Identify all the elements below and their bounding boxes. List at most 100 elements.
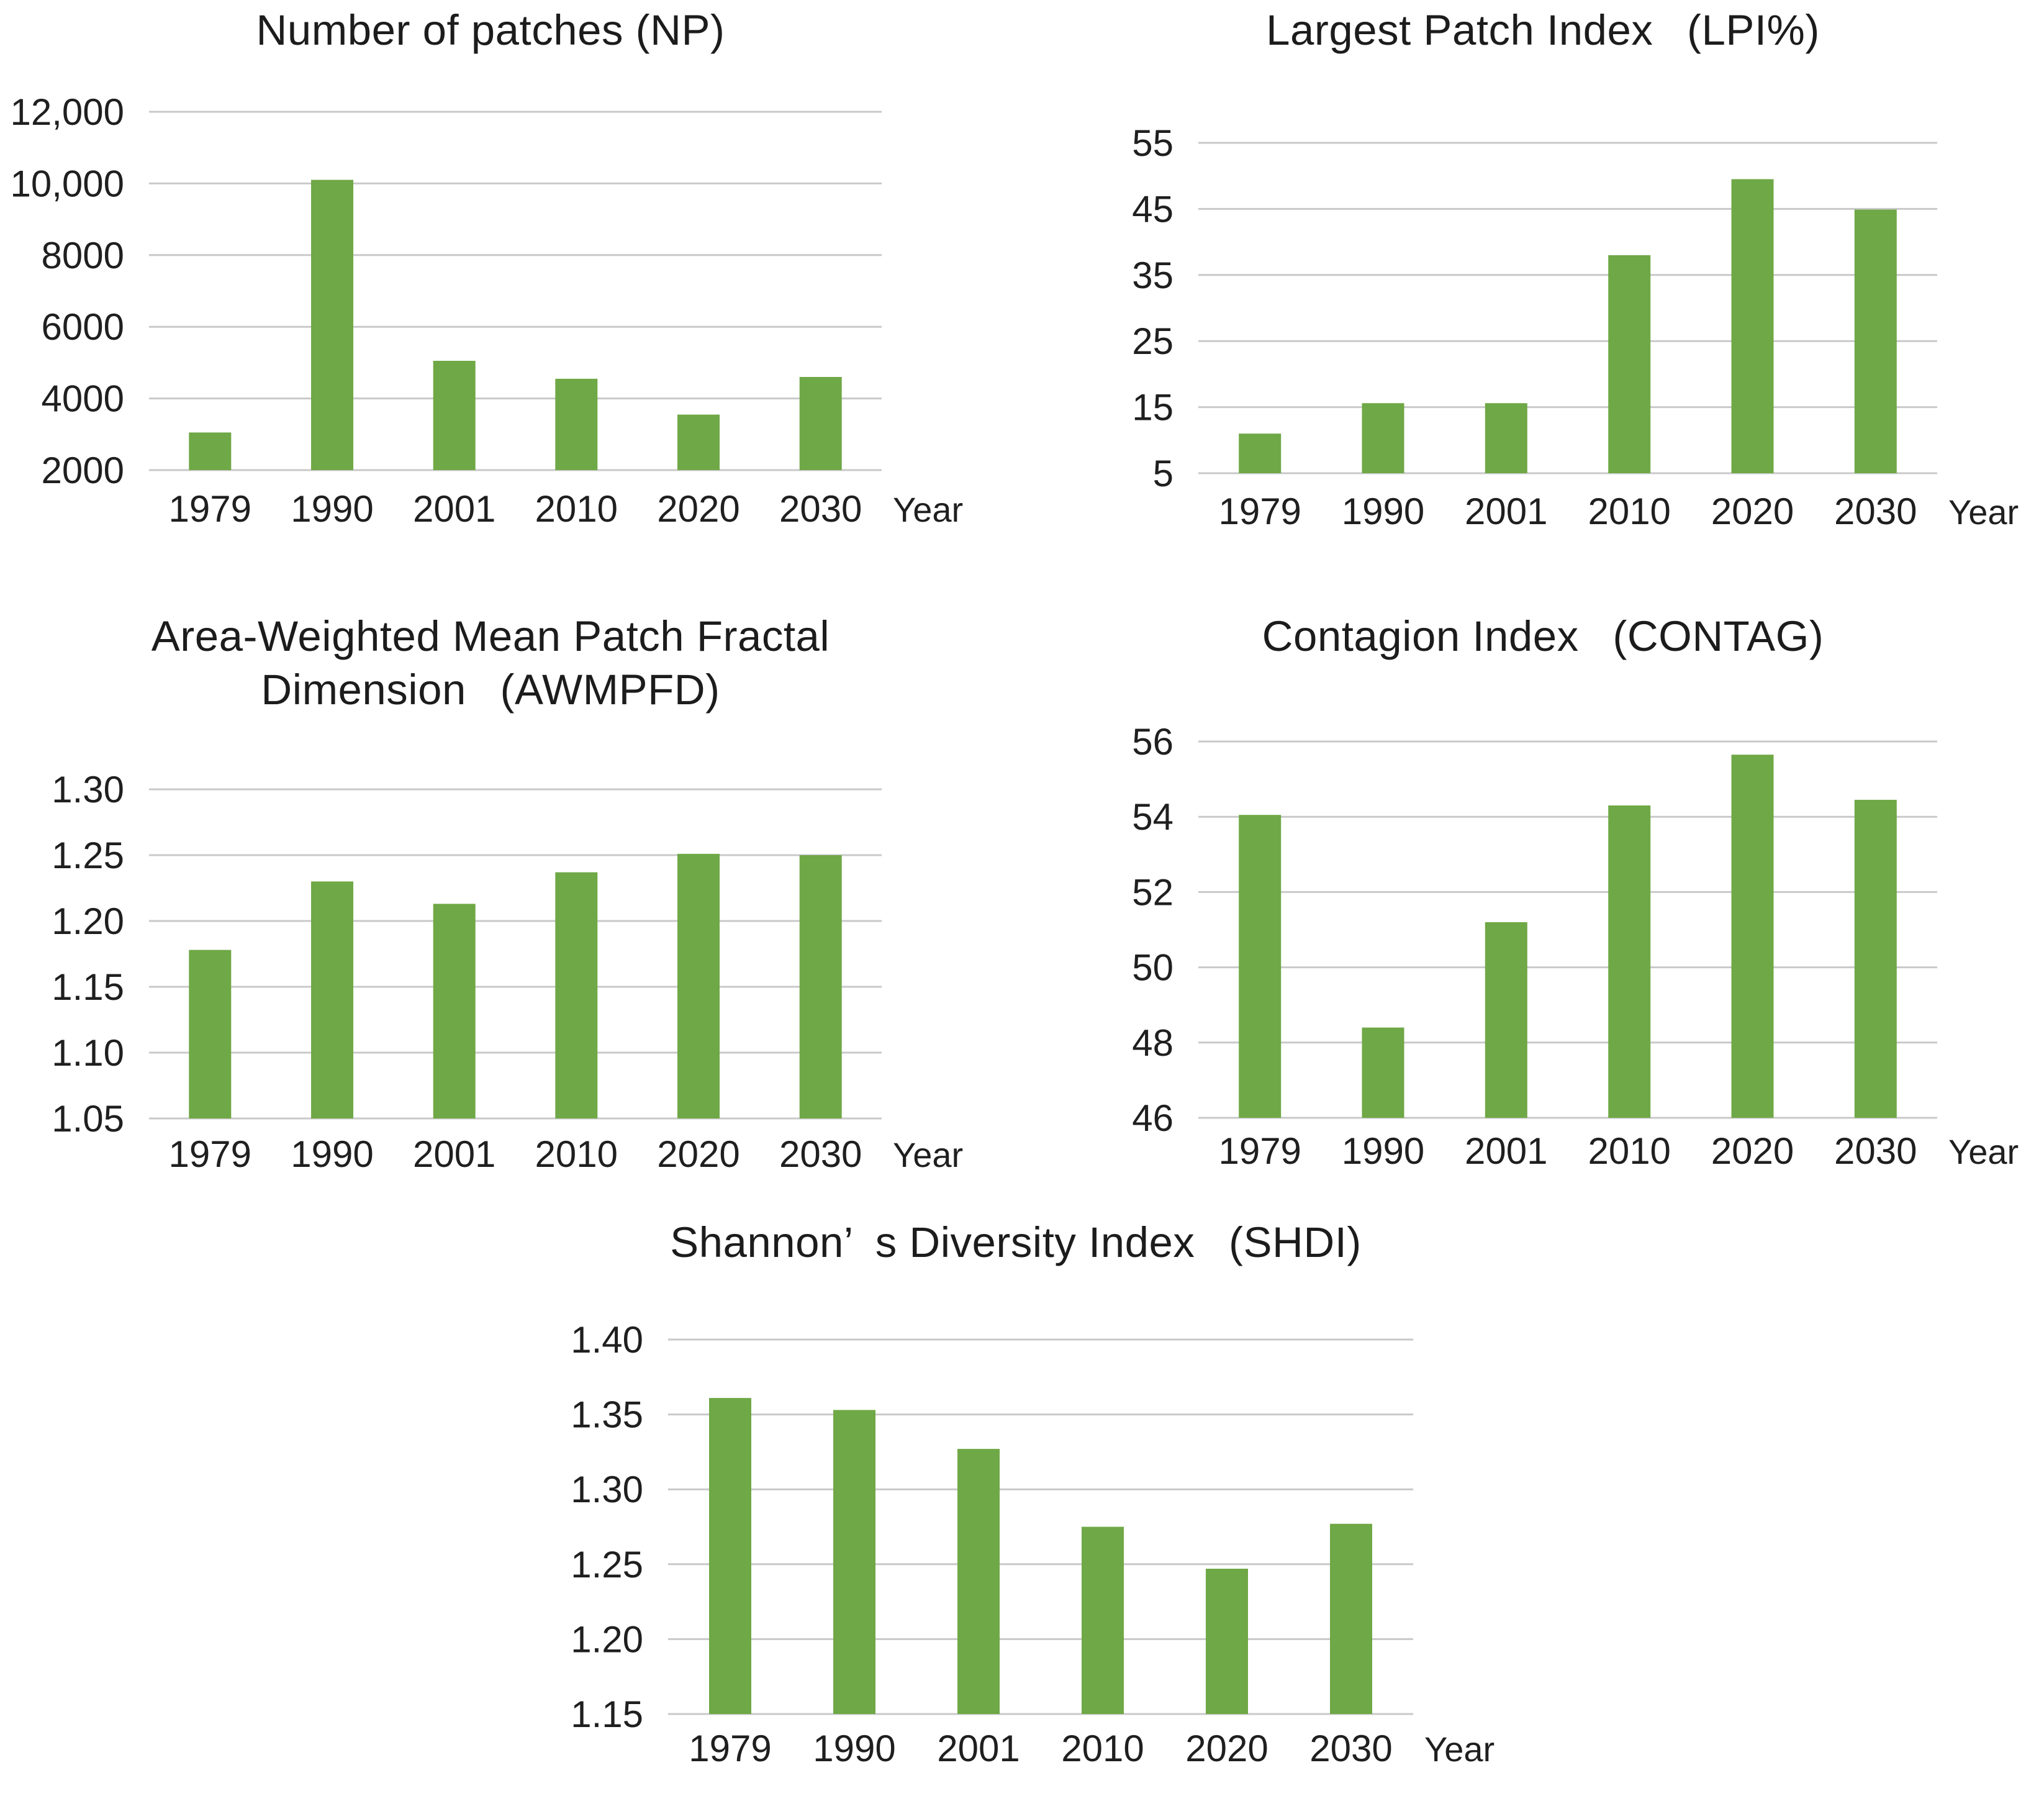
x-tick-label: 2020 xyxy=(1711,491,1794,532)
x-tick-label: 1990 xyxy=(291,488,373,530)
x-tick-label: 2001 xyxy=(937,1728,1020,1769)
contag-chart: Contagion Index (CONTAG) 46 48 50 52 54 56 197… xyxy=(1056,610,2030,1169)
bar xyxy=(1731,754,1774,1118)
x-tick-label: 2001 xyxy=(413,488,495,530)
bar xyxy=(677,853,720,1119)
x-tick-label: 1990 xyxy=(1342,491,1424,532)
x-tick-label: 1990 xyxy=(813,1728,895,1769)
y-tick-label: 5 xyxy=(1153,453,1173,494)
awmpfd-chart-title: Area-Weighted Mean Patch Fractal Dimensi… xyxy=(151,612,830,714)
y-tick-label: 1.30 xyxy=(571,1469,643,1510)
np-chart-title: Number of patches (NP) xyxy=(256,6,725,54)
x-tick-label: 2001 xyxy=(1465,1130,1547,1169)
bar xyxy=(1854,799,1897,1118)
y-tick-label: 35 xyxy=(1132,254,1173,296)
x-axis-unit-label: Year xyxy=(893,490,963,529)
awmpfd-chart-plot: 1.05 1.10 1.15 1.20 1.25 1.30 1979 1990 2001 2010… xyxy=(52,769,963,1169)
y-tick-label: 12,000 xyxy=(10,91,124,133)
bar xyxy=(1731,179,1774,473)
x-tick-label: 1990 xyxy=(291,1133,373,1169)
y-tick-label: 8000 xyxy=(42,234,124,276)
bar xyxy=(1485,402,1527,473)
x-tick-label: 2030 xyxy=(779,488,862,530)
bar xyxy=(1330,1523,1372,1714)
y-tick-label: 52 xyxy=(1132,871,1173,913)
bar xyxy=(677,414,720,470)
bar xyxy=(433,904,476,1119)
bar xyxy=(189,432,232,470)
y-tick-label: 48 xyxy=(1132,1022,1173,1063)
np-chart-plot: 2000 4000 6000 8000 10,000 12,000 1979 1990 2001… xyxy=(10,91,963,530)
x-tick-label: 1979 xyxy=(169,1133,251,1169)
x-tick-label: 2010 xyxy=(1588,1130,1670,1169)
x-tick-label: 2010 xyxy=(535,488,618,530)
bar xyxy=(555,378,598,470)
x-tick-label: 2030 xyxy=(1834,1130,1917,1169)
bar xyxy=(957,1448,1000,1714)
y-tick-label: 1.25 xyxy=(571,1543,643,1585)
bar xyxy=(189,950,232,1119)
x-tick-label: 1979 xyxy=(1218,1130,1301,1169)
x-tick-label: 2020 xyxy=(1711,1130,1794,1169)
y-tick-label: 1.10 xyxy=(52,1032,124,1074)
y-tick-label: 1.25 xyxy=(52,835,124,876)
bar xyxy=(709,1397,751,1714)
y-tick-label: 15 xyxy=(1132,386,1173,428)
bar xyxy=(1485,922,1527,1118)
shdi-chart-title: Shannon’ s Diversity Index (SHDI) xyxy=(670,1218,1362,1266)
bar xyxy=(833,1409,875,1714)
bar xyxy=(1608,805,1651,1118)
np-chart: Number of patches (NP) 2000 4000 6000 8000 1… xyxy=(6,4,975,554)
y-tick-label: 1.35 xyxy=(571,1394,643,1435)
y-tick-label: 25 xyxy=(1132,320,1173,362)
x-tick-label: 2010 xyxy=(535,1133,618,1169)
x-tick-label: 2020 xyxy=(657,488,739,530)
y-tick-label: 46 xyxy=(1132,1097,1173,1139)
x-axis-unit-label: Year xyxy=(1424,1730,1495,1769)
bar xyxy=(799,376,842,470)
bar xyxy=(1362,1027,1404,1118)
shdi-chart-plot: 1.15 1.20 1.25 1.30 1.35 1.40 1979 1990 2001 2010… xyxy=(571,1319,1495,1769)
bar xyxy=(799,855,842,1119)
x-axis-unit-label: Year xyxy=(1948,492,2019,532)
x-tick-label: 1979 xyxy=(1218,491,1301,532)
x-tick-label: 2001 xyxy=(413,1133,495,1169)
y-tick-label: 45 xyxy=(1132,188,1173,230)
y-tick-label: 56 xyxy=(1132,721,1173,763)
shdi-chart: Shannon’ s Diversity Index (SHDI) 1.15 1.… xyxy=(525,1216,1506,1785)
x-tick-label: 2010 xyxy=(1061,1728,1144,1769)
contag-chart-title: Contagion Index (CONTAG) xyxy=(1262,612,1824,660)
y-tick-label: 4000 xyxy=(42,378,124,419)
x-tick-label: 2030 xyxy=(1834,491,1917,532)
y-tick-label: 1.20 xyxy=(571,1618,643,1660)
bar xyxy=(311,179,353,470)
y-tick-label: 1.05 xyxy=(52,1098,124,1140)
y-tick-label: 55 xyxy=(1132,122,1173,164)
y-tick-label: 1.15 xyxy=(571,1694,643,1735)
x-tick-label: 1990 xyxy=(1342,1130,1424,1169)
y-tick-label: 2000 xyxy=(42,450,124,491)
x-tick-label: 1979 xyxy=(169,488,251,530)
x-axis-unit-label: Year xyxy=(1948,1132,2019,1169)
x-tick-label: 2020 xyxy=(1185,1728,1268,1769)
bar xyxy=(555,872,598,1119)
x-tick-label: 2030 xyxy=(1309,1728,1392,1769)
y-tick-label: 1.20 xyxy=(52,900,124,942)
bar xyxy=(311,881,353,1119)
y-tick-label: 54 xyxy=(1132,796,1173,838)
bar xyxy=(1206,1568,1248,1714)
y-tick-label: 10,000 xyxy=(10,163,124,204)
x-tick-label: 2030 xyxy=(779,1133,862,1169)
lpi-chart-plot: 5 15 25 35 45 55 1979 1990 2001 2010 2020 2030 Year xyxy=(1132,122,2019,532)
bar xyxy=(1082,1526,1124,1714)
bar xyxy=(1362,402,1404,473)
lpi-chart: Largest Patch Index (LPI%) 5 15 25 35 45 55 19… xyxy=(1056,4,2030,554)
lpi-chart-title: Largest Patch Index (LPI%) xyxy=(1266,6,1820,54)
x-tick-label: 2020 xyxy=(657,1133,739,1169)
contag-chart-plot: 46 48 50 52 54 56 1979 1990 2001 2010 2020 2030 Year xyxy=(1132,721,2019,1169)
y-tick-label: 6000 xyxy=(42,306,124,348)
bar xyxy=(1854,209,1897,473)
x-axis-unit-label: Year xyxy=(893,1135,963,1169)
awmpfd-chart: Area-Weighted Mean Patch Fractal Dimensi… xyxy=(6,610,975,1169)
